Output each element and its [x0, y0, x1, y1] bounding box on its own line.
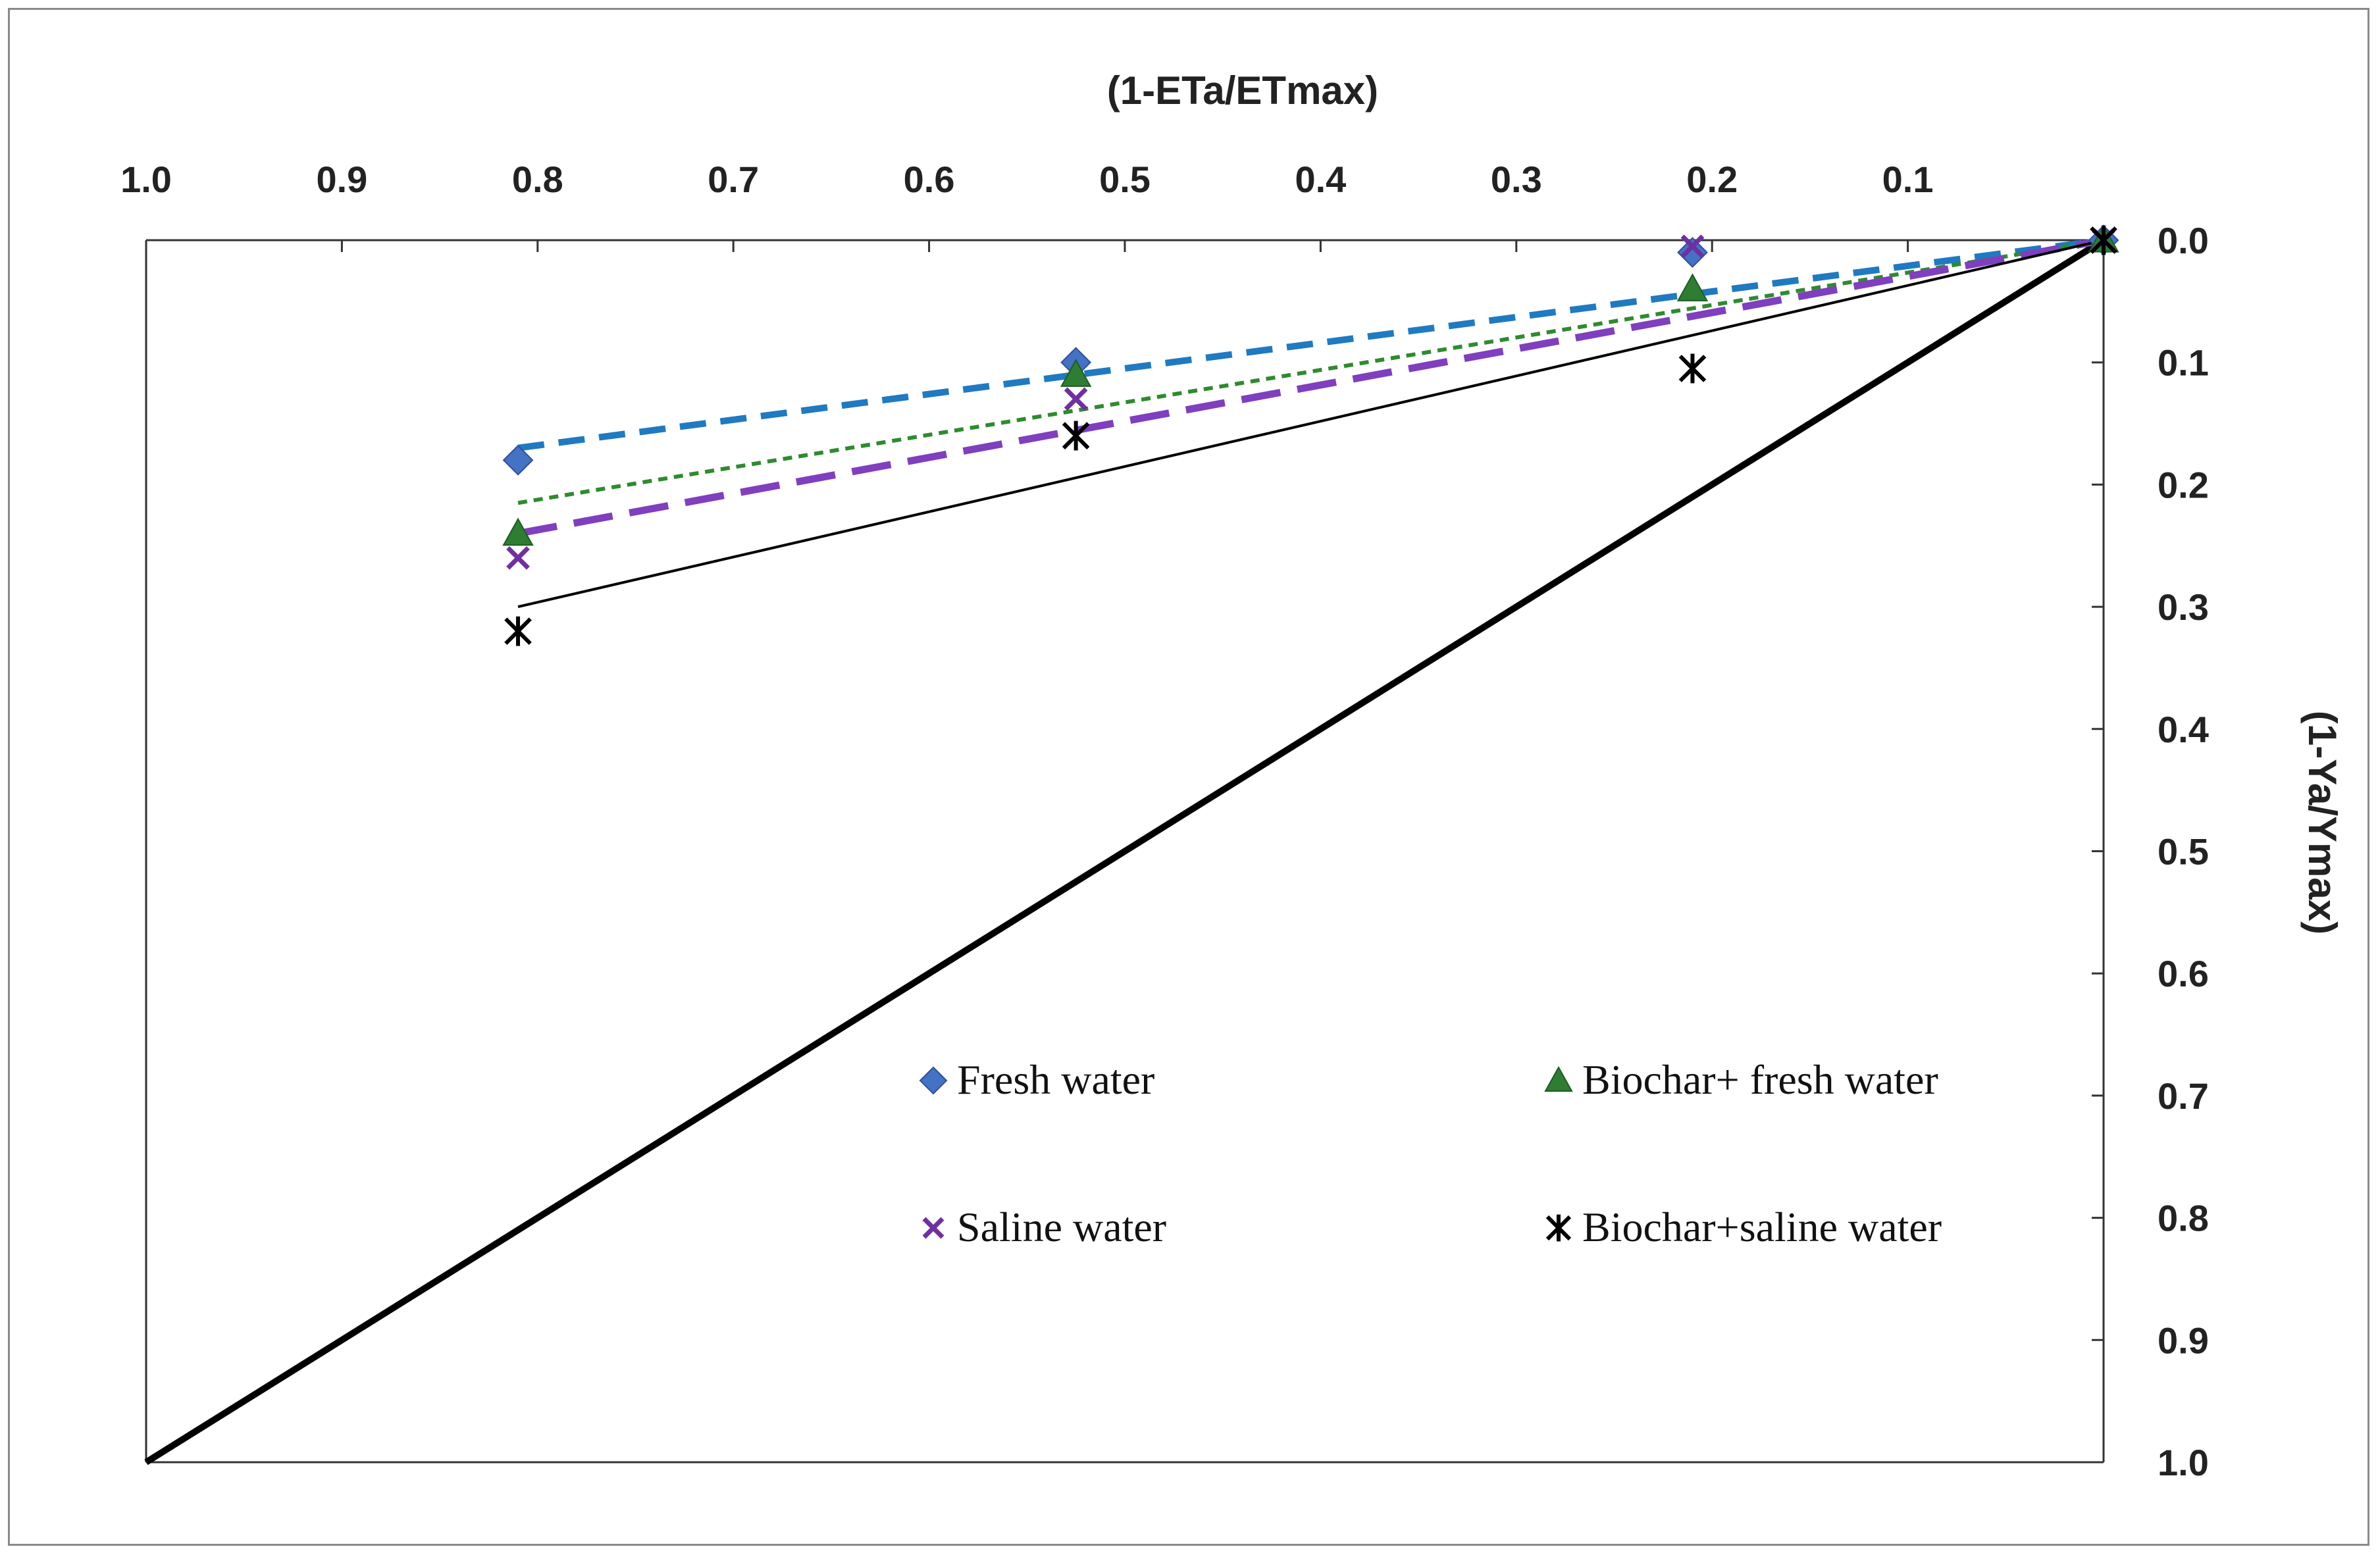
y-tick-label: 1.0	[2158, 1442, 2209, 1483]
y-tick-label: 0.3	[2158, 586, 2209, 628]
x-tick-label: 0.4	[1295, 159, 1346, 200]
legend-item: Saline water	[922, 1204, 1166, 1250]
x-axis-title: (1-ETa/ETmax)	[1107, 68, 1378, 113]
y-tick-label: 0.4	[2158, 709, 2209, 750]
y-tick-label: 0.9	[2158, 1319, 2209, 1361]
legend-item: Fresh water	[919, 1056, 1154, 1103]
trend-line	[517, 238, 2104, 505]
y-tick-label: 0.5	[2158, 831, 2209, 873]
data-point	[1062, 421, 1090, 451]
x-tick-label: 0.7	[708, 159, 759, 200]
data-point	[1544, 1065, 1573, 1092]
data-point	[1064, 387, 1088, 411]
series-markers	[502, 224, 2119, 646]
y-tick-label: 0.2	[2158, 464, 2209, 505]
data-point	[506, 546, 530, 570]
legend: Fresh water Biochar+ fresh water Saline wa…	[919, 1056, 1942, 1250]
legend-label: Biochar+ fresh water	[1582, 1056, 1938, 1103]
series-lines	[144, 236, 2106, 1466]
x-tick-label: 0.1	[1882, 159, 1934, 200]
legend-label: Fresh water	[957, 1056, 1154, 1103]
y-axis-title: (1-Ya/Ymax)	[2300, 711, 2344, 934]
y-tick-label: 0.1	[2158, 342, 2209, 384]
axes	[145, 239, 2105, 1464]
reference-line	[144, 237, 2106, 1466]
legend-item: Biochar+ fresh water	[1544, 1056, 1938, 1103]
legend-item: Biochar+saline water	[1545, 1204, 1942, 1250]
data-point	[1680, 234, 1705, 259]
legend-label: Saline water	[957, 1204, 1166, 1250]
data-point	[1060, 359, 1092, 387]
trend-line	[517, 239, 2104, 609]
data-point	[922, 1217, 944, 1239]
tick-labels: 1.0 0.9 0.8 0.7 0.6 0.5 0.4 0.3 0.2 0.1 0.0 0.1 0.2 0…	[120, 159, 2209, 1483]
data-point	[1678, 353, 1707, 384]
y-tick-label: 0.0	[2158, 220, 2209, 261]
x-tick-label: 0.6	[904, 159, 955, 200]
data-point	[1676, 273, 1709, 301]
x-tick-label: 0.5	[1099, 159, 1151, 200]
data-point	[502, 517, 534, 546]
y-tick-label: 0.6	[2158, 953, 2209, 994]
legend-label: Biochar+saline water	[1582, 1204, 1942, 1250]
data-point	[504, 616, 532, 646]
trend-line	[517, 236, 2105, 538]
x-tick-label: 0.9	[316, 159, 367, 200]
data-point	[502, 444, 534, 476]
x-tick-label: 0.3	[1491, 159, 1542, 200]
x-tick-label: 0.2	[1686, 159, 1738, 200]
data-point	[2090, 225, 2117, 255]
x-tick-label: 0.8	[512, 159, 563, 200]
trend-line	[517, 237, 2104, 451]
data-point	[919, 1066, 948, 1095]
y-tick-label: 0.7	[2158, 1075, 2209, 1117]
x-tick-label: 1.0	[120, 159, 172, 200]
data-point	[1545, 1214, 1572, 1242]
data-point	[1677, 237, 1708, 268]
y-tick-label: 0.8	[2158, 1198, 2209, 1239]
